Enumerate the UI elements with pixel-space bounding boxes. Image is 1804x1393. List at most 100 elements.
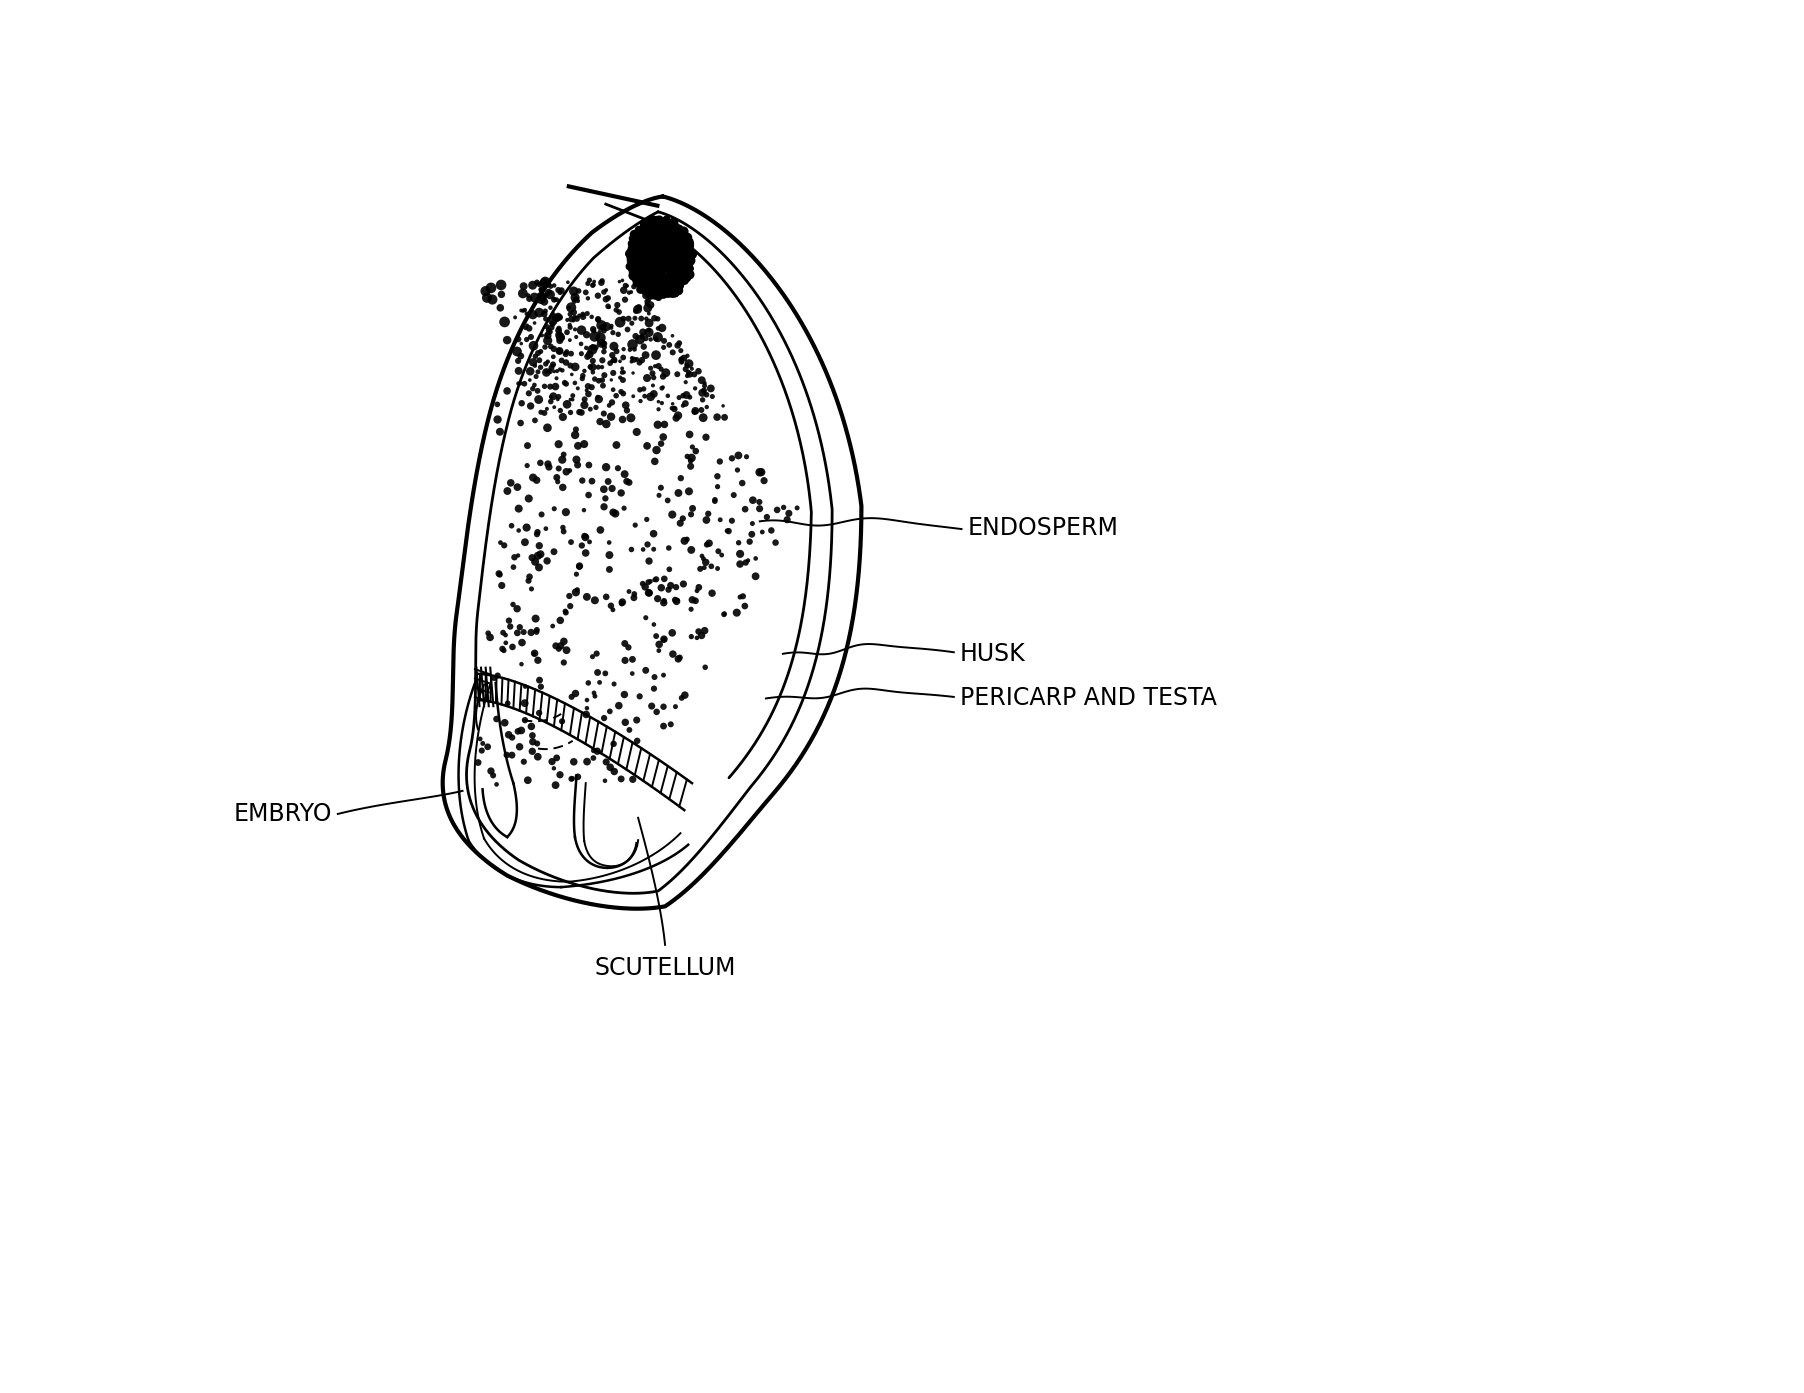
Point (547, 400, 575, 422)
Point (662, 217, 691, 240)
Point (489, 639, 518, 662)
Point (566, 333, 595, 355)
Point (539, 384, 568, 407)
Point (512, 329, 541, 351)
Point (635, 582, 664, 605)
Point (619, 276, 648, 298)
Point (640, 284, 669, 306)
Point (725, 586, 754, 609)
Point (556, 304, 584, 326)
Point (671, 358, 700, 380)
Point (518, 716, 547, 738)
Point (590, 281, 619, 304)
Point (633, 230, 662, 252)
Point (530, 308, 559, 330)
Point (539, 308, 568, 330)
Point (655, 224, 684, 247)
Point (631, 237, 660, 259)
Point (671, 240, 700, 262)
Point (485, 563, 514, 585)
Point (566, 319, 595, 341)
Point (548, 449, 577, 471)
Point (631, 249, 660, 272)
Point (640, 215, 669, 237)
Point (568, 365, 597, 387)
Point (621, 242, 649, 265)
Point (622, 255, 651, 277)
Point (550, 600, 579, 623)
Point (642, 625, 671, 648)
Point (619, 768, 648, 790)
Point (633, 220, 662, 242)
Point (590, 769, 619, 791)
Point (714, 520, 743, 542)
Point (658, 503, 687, 525)
Point (745, 490, 774, 513)
Point (628, 272, 657, 294)
Point (563, 563, 592, 585)
Point (633, 270, 662, 293)
Point (635, 259, 664, 281)
Point (769, 496, 797, 518)
Point (644, 414, 673, 436)
Point (631, 293, 660, 315)
Point (530, 272, 559, 294)
Point (545, 340, 574, 362)
Point (534, 329, 563, 351)
Point (691, 375, 720, 397)
Point (667, 265, 696, 287)
Point (610, 308, 639, 330)
Point (561, 288, 590, 311)
Point (640, 249, 669, 272)
Point (631, 260, 660, 283)
Point (509, 751, 538, 773)
Point (545, 318, 574, 340)
Point (640, 281, 669, 304)
Point (563, 454, 592, 476)
Point (617, 231, 646, 254)
Point (649, 277, 678, 299)
Point (653, 247, 682, 269)
Point (538, 309, 566, 332)
Point (671, 230, 700, 252)
Point (655, 559, 684, 581)
Point (657, 263, 686, 286)
Point (745, 461, 774, 483)
Point (601, 348, 630, 371)
Point (503, 598, 532, 620)
Point (624, 270, 653, 293)
Point (700, 490, 729, 513)
Point (619, 234, 648, 256)
Point (518, 467, 547, 489)
Point (520, 287, 548, 309)
Point (644, 237, 673, 259)
Point (509, 283, 538, 305)
Point (687, 545, 716, 567)
Point (626, 228, 655, 251)
Point (637, 270, 666, 293)
Point (570, 527, 599, 549)
Point (572, 585, 601, 607)
Point (639, 245, 667, 267)
Point (639, 260, 667, 283)
Point (621, 325, 649, 347)
Point (653, 267, 682, 290)
Polygon shape (628, 217, 693, 298)
Point (666, 340, 695, 362)
Point (693, 508, 722, 531)
Point (561, 326, 590, 348)
Point (521, 469, 550, 492)
Point (635, 238, 664, 260)
Point (603, 433, 631, 456)
Point (599, 733, 628, 755)
Point (637, 255, 666, 277)
Point (667, 260, 696, 283)
Point (503, 359, 532, 382)
Point (673, 344, 702, 366)
Point (633, 534, 662, 556)
Point (561, 287, 590, 309)
Point (572, 690, 601, 712)
Point (604, 270, 633, 293)
Point (565, 556, 594, 578)
Point (579, 318, 608, 340)
